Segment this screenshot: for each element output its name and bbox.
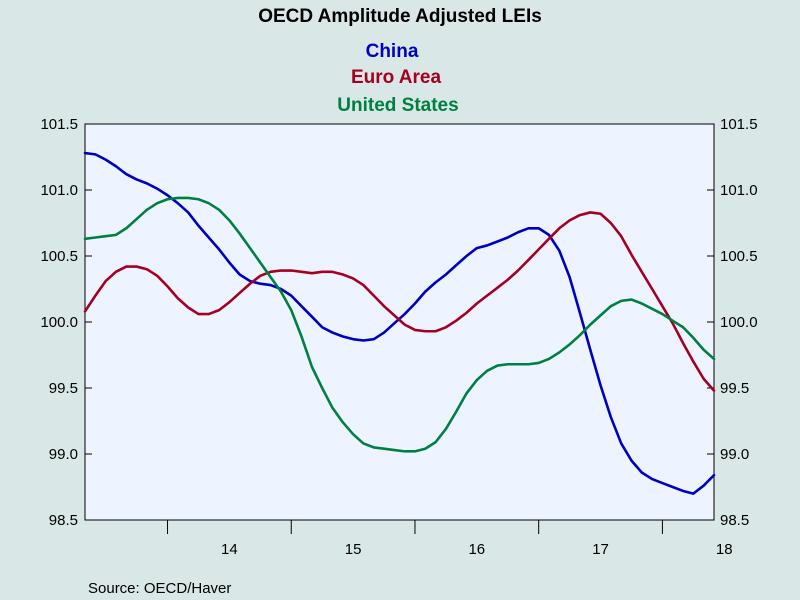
chart-title: OECD Amplitude Adjusted LEIs: [258, 6, 542, 27]
y-tick-label-right: 101.5: [720, 116, 758, 133]
legend-euro-area: Euro Area: [351, 67, 442, 88]
y-tick-label-right: 99.5: [720, 380, 749, 397]
series-line-euro-area: [83, 211, 716, 392]
y-tick-label-right: 100.5: [720, 248, 758, 265]
axes-layer: 101.5 101.5 101.0 101.0 100.5 100.5 100.0 100.0…: [40, 116, 757, 558]
y-tick-label-left: 100.5: [40, 248, 78, 265]
y-tick-label-left: 100.0: [40, 314, 78, 331]
y-tick-label-right: 98.5: [720, 512, 749, 529]
y-tick-label-left: 101.5: [40, 116, 78, 133]
y-tick-label-left: 98.5: [49, 512, 78, 529]
legend-china: China: [366, 41, 419, 62]
x-tick-label: 14: [221, 541, 238, 558]
x-tick-label: 16: [468, 541, 485, 558]
y-tick-label-right: 101.0: [720, 182, 758, 199]
series-line-united-states: [83, 196, 716, 453]
series-layer: [83, 151, 716, 495]
y-tick-label-right: 100.0: [720, 314, 758, 331]
x-tick-label: 17: [592, 541, 609, 558]
y-tick-label-right: 99.0: [720, 446, 749, 463]
y-tick-label-left: 99.5: [49, 380, 78, 397]
legend-united-states: United States: [337, 95, 458, 116]
y-tick-label-left: 101.0: [40, 182, 78, 199]
x-tick-label: 18: [716, 541, 733, 558]
source-note: Source: OECD/Haver: [88, 580, 231, 597]
y-tick-label-left: 99.0: [49, 446, 78, 463]
x-tick-label: 15: [345, 541, 362, 558]
plot-area: [84, 123, 715, 521]
